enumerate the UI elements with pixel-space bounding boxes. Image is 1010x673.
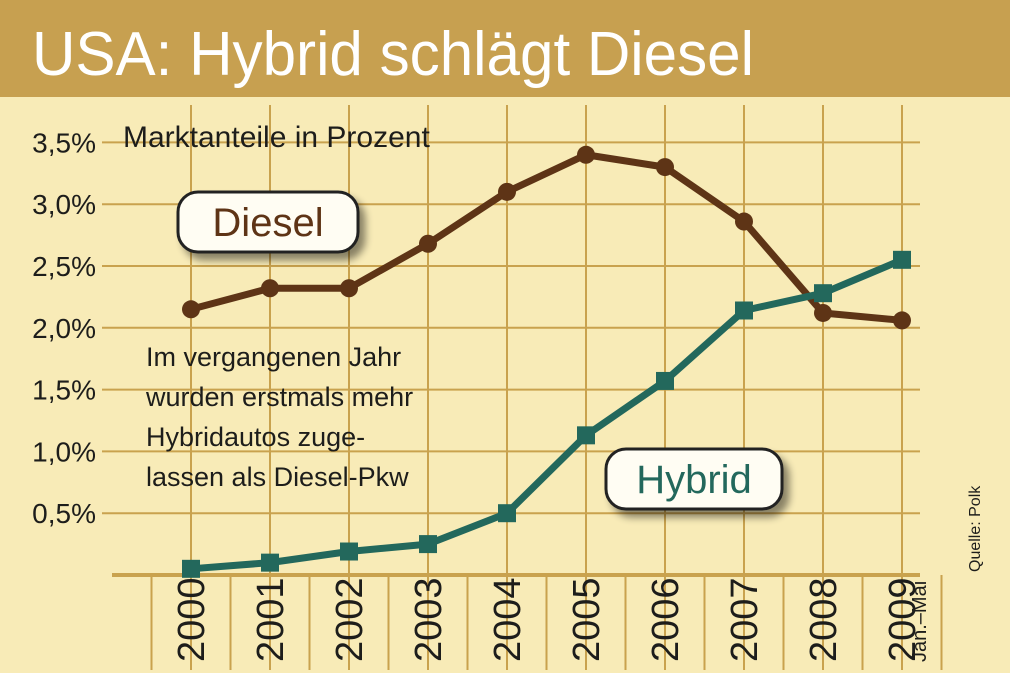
legend-hybrid: Hybrid	[604, 447, 784, 511]
x-tick-label: 2002	[329, 577, 371, 662]
y-tick-label: 1,5%	[32, 375, 96, 406]
legend-hybrid-box	[604, 447, 784, 511]
data-point-hybrid	[893, 250, 911, 269]
x-tick-label: 2009	[882, 577, 924, 662]
annotation-line-3: Hybridautos zuge-	[146, 422, 365, 452]
data-point-hybrid	[735, 301, 753, 320]
y-tick-label: 3,0%	[32, 189, 96, 220]
x-tick-label: 2004	[487, 577, 529, 662]
y-tick-label: 2,0%	[32, 313, 96, 344]
data-point-hybrid	[577, 426, 595, 445]
data-point-diesel	[577, 145, 595, 164]
data-point-hybrid	[656, 371, 674, 390]
data-point-diesel	[656, 158, 674, 177]
x-axis: 2000 2001 2002 2003 2004 2005 2006 2007 2008 2009	[171, 577, 924, 662]
data-point-hybrid	[340, 542, 358, 561]
x-axis-note: Jan.–Mai	[909, 581, 931, 662]
x-tick-label: 2006	[645, 577, 687, 662]
x-tick-label: 2007	[724, 577, 766, 662]
x-tick-label: 2000	[171, 577, 213, 662]
y-axis: 0,5% 1,0% 1,5% 2,0% 2,5% 3,0% 3,5%	[32, 127, 96, 529]
title-banner	[0, 0, 1010, 97]
legend-diesel: Diesel	[176, 190, 360, 254]
data-point-diesel	[735, 212, 753, 231]
source-note: Quelle: Polk	[967, 485, 984, 572]
annotation-line-2: wurden erstmals mehr	[145, 382, 413, 412]
data-point-diesel	[182, 300, 200, 319]
y-tick-label: 0,5%	[32, 498, 96, 529]
data-point-hybrid	[814, 284, 832, 303]
x-tick-label: 2008	[803, 577, 845, 662]
page-title: USA: Hybrid schlägt Diesel	[32, 20, 754, 89]
data-point-diesel	[419, 234, 437, 253]
series-layer	[182, 145, 911, 578]
series-line-diesel	[190, 151, 903, 324]
data-point-diesel	[498, 182, 516, 201]
data-point-diesel	[814, 303, 832, 322]
annotation-line-1: Im vergangenen Jahr	[146, 342, 401, 372]
data-point-hybrid	[498, 504, 516, 523]
chart-title: Marktanteile in Prozent	[123, 121, 430, 154]
data-point-hybrid	[419, 535, 437, 554]
legend-hybrid-label: Hybrid	[636, 458, 752, 502]
x-tick-label: 2001	[250, 577, 292, 662]
y-tick-label: 1,0%	[32, 436, 96, 467]
annotation: Im vergangenen Jahr wurden erstmals mehr…	[145, 342, 413, 492]
data-point-diesel	[893, 311, 911, 330]
x-tick-label: 2005	[566, 577, 608, 662]
y-tick-label: 2,5%	[32, 251, 96, 282]
x-tick-label: 2003	[408, 577, 450, 662]
data-point-hybrid	[261, 553, 279, 572]
annotation-line-4: lassen als Diesel-Pkw	[146, 462, 409, 492]
y-tick-label: 3,5%	[32, 127, 96, 158]
data-point-diesel	[261, 279, 279, 298]
series-line-hybrid	[190, 256, 904, 573]
data-point-diesel	[340, 279, 358, 298]
data-point-hybrid	[182, 559, 200, 578]
legend-diesel-box	[176, 190, 360, 254]
legend-diesel-label: Diesel	[212, 201, 323, 245]
